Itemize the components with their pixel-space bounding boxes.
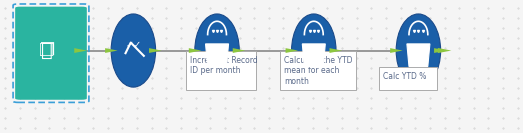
Polygon shape bbox=[105, 48, 118, 53]
Polygon shape bbox=[302, 44, 325, 66]
Ellipse shape bbox=[292, 14, 336, 87]
Ellipse shape bbox=[195, 14, 240, 87]
FancyBboxPatch shape bbox=[15, 7, 87, 100]
Text: ✓✓: ✓✓ bbox=[125, 40, 142, 50]
Polygon shape bbox=[390, 48, 403, 53]
Polygon shape bbox=[434, 48, 447, 53]
FancyBboxPatch shape bbox=[379, 66, 437, 90]
Ellipse shape bbox=[396, 14, 440, 87]
Text: Calc YTD %: Calc YTD % bbox=[383, 72, 427, 81]
FancyBboxPatch shape bbox=[280, 51, 356, 90]
Polygon shape bbox=[286, 48, 298, 53]
Polygon shape bbox=[438, 48, 451, 53]
Polygon shape bbox=[189, 48, 201, 53]
Text: ❐: ❐ bbox=[39, 41, 55, 60]
Polygon shape bbox=[233, 48, 245, 53]
Polygon shape bbox=[74, 48, 87, 53]
Text: Increment Record
ID per month: Increment Record ID per month bbox=[190, 56, 258, 75]
Polygon shape bbox=[407, 44, 430, 66]
Polygon shape bbox=[329, 48, 342, 53]
Polygon shape bbox=[149, 48, 162, 53]
Text: Calculate the YTD
mean for each
month: Calculate the YTD mean for each month bbox=[284, 56, 353, 86]
Ellipse shape bbox=[111, 14, 156, 87]
Polygon shape bbox=[206, 44, 229, 66]
FancyBboxPatch shape bbox=[186, 51, 256, 90]
Text: 📖: 📖 bbox=[41, 41, 53, 60]
